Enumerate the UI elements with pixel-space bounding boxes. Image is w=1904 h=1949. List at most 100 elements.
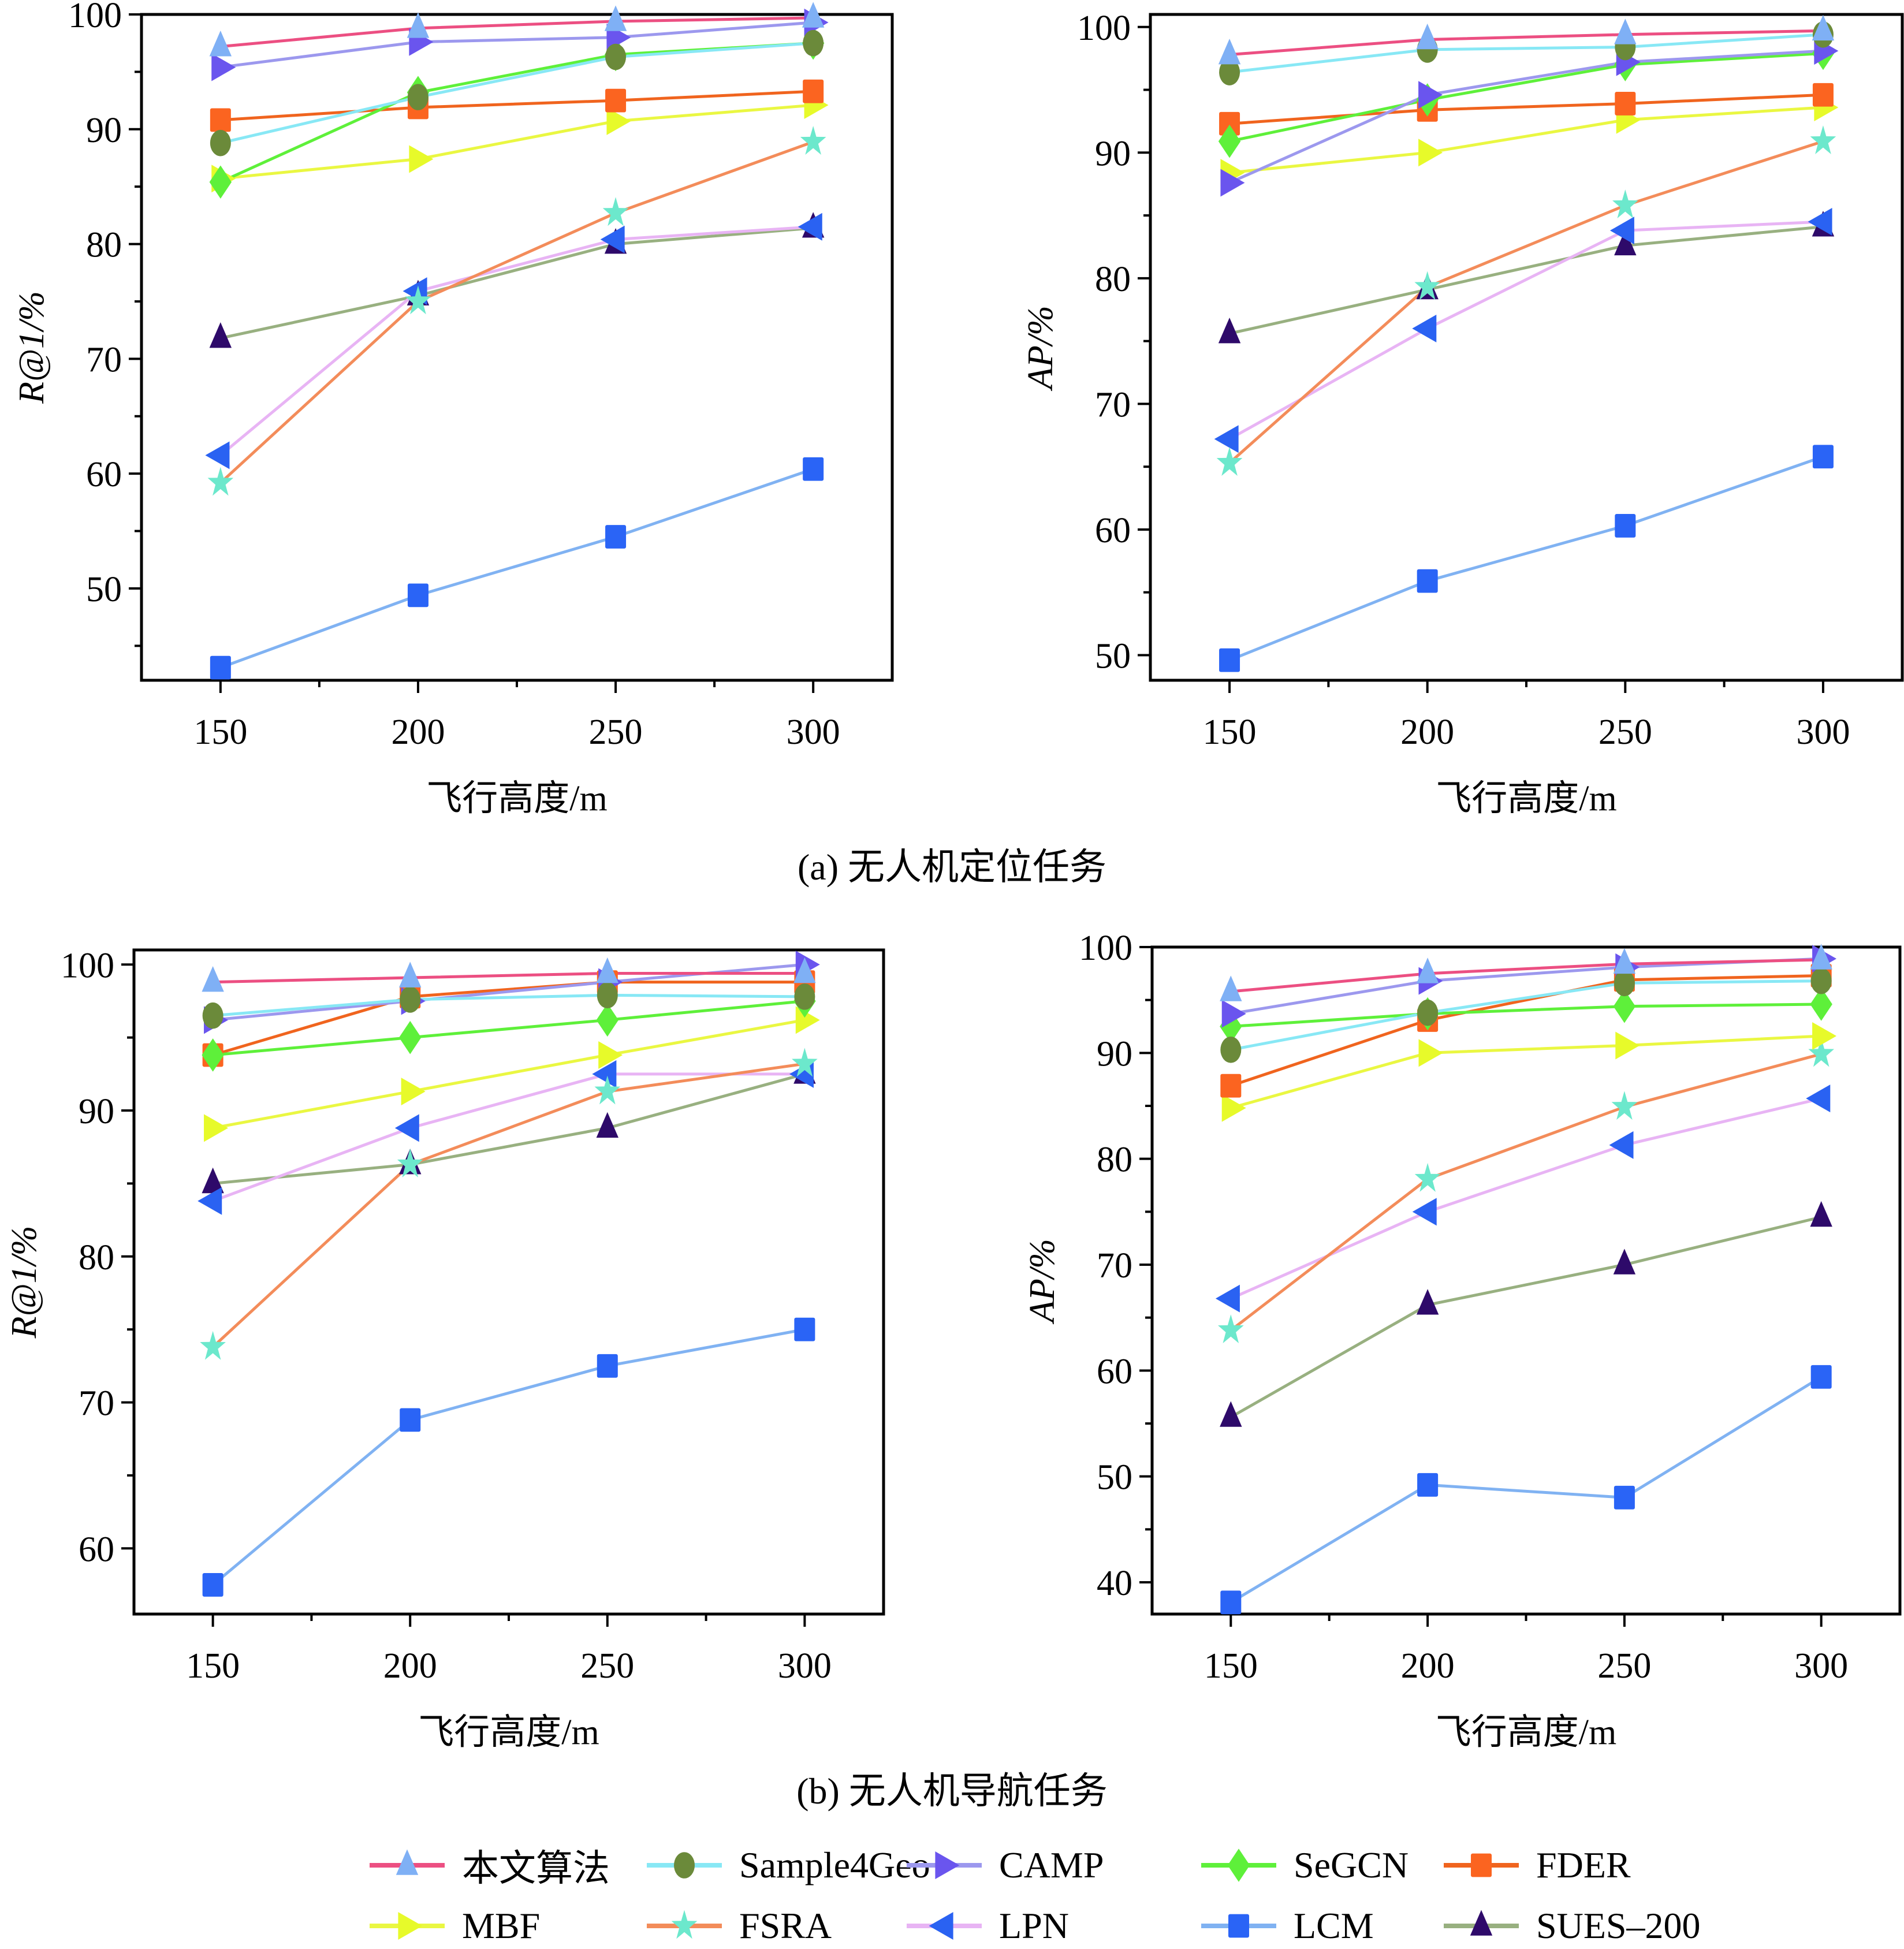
series-line <box>1230 1034 1821 1110</box>
series-line <box>1229 455 1824 662</box>
data-point <box>1615 92 1636 115</box>
data-point <box>802 2 825 28</box>
data-point <box>1418 139 1443 167</box>
caption-a: (a) 无人机定位任务 <box>797 847 1107 888</box>
legend-label: CAMP <box>999 1844 1104 1885</box>
data-point <box>596 1003 618 1037</box>
y-tick-label: 50 <box>1095 636 1131 676</box>
y-tick-label: 100 <box>61 946 114 985</box>
data-point <box>209 165 232 199</box>
data-point <box>1615 514 1636 538</box>
data-point <box>1615 1031 1640 1060</box>
data-point <box>400 1408 421 1432</box>
plot-frame <box>1149 13 1904 682</box>
data-point <box>803 457 824 481</box>
y-tick-label: 80 <box>86 226 122 265</box>
data-point <box>400 986 421 1013</box>
x-tick-label: 300 <box>1796 713 1850 752</box>
data-point <box>1812 1022 1837 1050</box>
data-point <box>1812 83 1834 107</box>
data-point <box>1221 1094 1246 1122</box>
data-point <box>602 197 629 226</box>
y-tick-label: 60 <box>1095 511 1131 550</box>
y-tick-label: 70 <box>1097 1246 1132 1285</box>
data-point <box>207 467 234 496</box>
data-point <box>1810 987 1832 1021</box>
y-tick-label: 50 <box>1097 1458 1132 1497</box>
data-point <box>1417 569 1438 593</box>
x-tick-label: 300 <box>1794 1646 1848 1686</box>
y-tick-label: 90 <box>86 111 122 150</box>
x-tick-label: 150 <box>1204 1646 1258 1686</box>
data-point <box>1220 1074 1242 1098</box>
caption-b: (b) 无人机导航任务 <box>796 1771 1108 1812</box>
series-line <box>1229 1052 1822 1332</box>
data-point <box>1810 1365 1832 1389</box>
legend-label: SeGCN <box>1294 1844 1409 1885</box>
data-point <box>605 43 627 70</box>
data-point <box>210 108 231 132</box>
legend-label: 本文算法 <box>462 1848 610 1889</box>
series-line <box>1229 29 1823 57</box>
y-axis-label: R@1/% <box>5 1226 44 1339</box>
data-point <box>1614 229 1637 256</box>
data-point <box>605 525 627 549</box>
data-point <box>1218 124 1241 158</box>
legend-item: SUES–200 <box>1438 1903 1701 1949</box>
x-axis-label: 飞行高度/m <box>1436 1713 1616 1752</box>
legend-swatch <box>370 1849 445 1875</box>
series-line <box>213 1072 806 1185</box>
data-point <box>1808 207 1832 236</box>
data-point <box>210 655 231 680</box>
legend-marker-icon <box>674 1852 695 1879</box>
x-axis-label: 飞行高度/m <box>418 1713 599 1752</box>
data-point <box>594 1075 621 1105</box>
y-tick-label: 70 <box>79 1384 114 1423</box>
legend-label: FDER <box>1536 1844 1631 1885</box>
legend-marker-icon <box>396 1849 419 1875</box>
data-point <box>597 1354 618 1378</box>
chart-a-right: 50 60 70 80 90 100 150 200 250 300 飞行高度/m AP/% <box>1021 9 1904 818</box>
data-point <box>1812 445 1834 469</box>
legend-swatch <box>370 1912 445 1940</box>
series-line <box>1229 49 1824 184</box>
series-line <box>220 90 814 122</box>
data-point <box>401 1078 426 1106</box>
x-tick-label: 200 <box>1401 1646 1455 1686</box>
data-point <box>1810 1201 1832 1227</box>
data-point <box>209 31 232 57</box>
y-tick-label: 90 <box>1095 134 1131 173</box>
x-tick-label: 300 <box>787 713 840 752</box>
legend-swatch <box>1201 1914 1276 1938</box>
legend-swatch <box>1444 1853 1519 1877</box>
data-point <box>1219 648 1240 672</box>
legend-marker-icon <box>1471 1853 1492 1877</box>
data-point <box>211 53 236 81</box>
legend-item: FDER <box>1438 1842 1631 1888</box>
y-tick-label: 60 <box>79 1530 114 1569</box>
data-point <box>1220 1401 1242 1427</box>
y-tick-label: 50 <box>86 570 122 609</box>
series-line <box>219 140 814 484</box>
data-point <box>1614 1485 1635 1510</box>
data-point <box>1412 314 1437 342</box>
legend-item: LCM <box>1195 1903 1374 1949</box>
series-line <box>219 467 814 669</box>
data-point <box>409 145 434 173</box>
legend-marker-icon <box>929 1912 953 1940</box>
legend-item: CAMP <box>901 1842 1104 1888</box>
series-line <box>1231 958 1821 993</box>
series-line <box>213 971 805 984</box>
data-point <box>803 79 824 103</box>
y-tick-label: 90 <box>1097 1034 1132 1074</box>
data-point <box>1216 447 1243 476</box>
legend-item: MBF <box>364 1903 540 1949</box>
series-line <box>211 1062 805 1348</box>
y-axis-label: AP/% <box>1023 1239 1062 1325</box>
series-line <box>220 21 814 69</box>
legend-item: 本文算法 <box>364 1842 610 1889</box>
data-point <box>1810 967 1832 994</box>
legend-marker-icon <box>1470 1910 1493 1936</box>
data-point <box>1806 1085 1831 1113</box>
data-point <box>205 441 230 469</box>
